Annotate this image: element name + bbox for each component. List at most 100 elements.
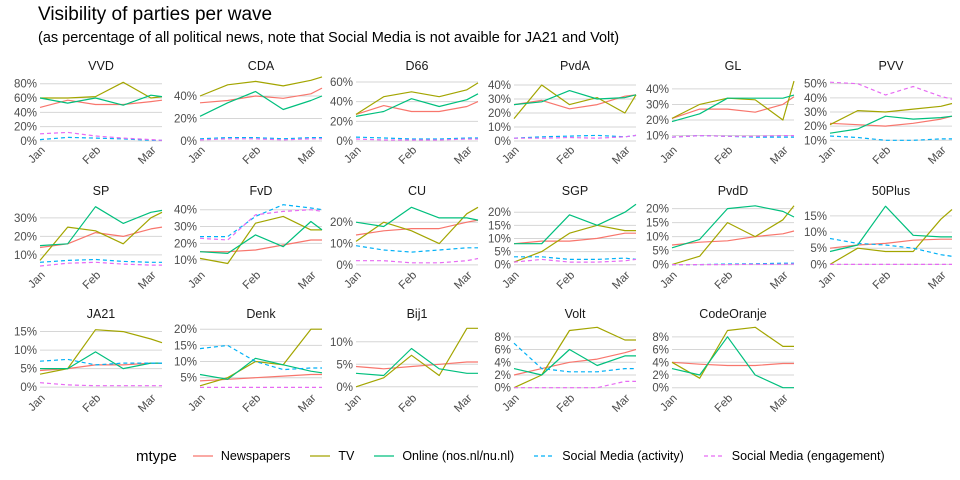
legend-key	[192, 455, 213, 457]
y-tick-label: 6%	[652, 345, 669, 357]
y-tick-label: 15%	[174, 340, 197, 352]
x-tick-label: Mar	[136, 269, 159, 292]
facet-bij1: Bij1 0% 5% 10% Jan Feb Mar	[330, 307, 478, 415]
y-tick-label: 20%	[488, 108, 511, 120]
series-line-tv	[40, 81, 163, 99]
series-line-online-nos-nl-nu-nl	[39, 206, 163, 247]
x-tick-label: Jan	[342, 392, 364, 414]
y-tick-label: 40%	[646, 84, 669, 96]
y-tick-label: 10%	[646, 232, 669, 244]
series-line-tv	[513, 326, 636, 389]
series-line-tv	[829, 102, 953, 126]
x-tick-label: Feb	[555, 144, 578, 167]
legend-label: Social Media (engagement)	[731, 449, 885, 463]
x-tick-label: Feb	[241, 144, 264, 167]
y-tick-label: 10%	[488, 233, 511, 245]
series-line-tv	[355, 327, 478, 388]
y-tick-label: 0%	[336, 136, 353, 148]
facet-title: CodeOranje	[699, 307, 766, 321]
legend-item: TV	[308, 449, 354, 463]
series-line-social-media-engagement	[39, 131, 163, 141]
series-line-tv	[671, 205, 795, 266]
x-tick-label: Feb	[81, 144, 104, 167]
x-tick-label: Mar	[610, 144, 633, 167]
series-line-tv	[671, 326, 794, 379]
series-line-tv	[355, 82, 479, 115]
x-tick-label: Mar	[610, 269, 633, 292]
x-tick-label: Feb	[713, 392, 736, 415]
facet-title: PvdD	[718, 184, 749, 198]
x-tick-label: Feb	[81, 392, 104, 415]
series-line-online-nos-nl-nu-nl	[513, 348, 636, 376]
series-line-social-media-activity	[199, 137, 322, 140]
y-tick-label: 30%	[488, 94, 511, 106]
series-line-social-media-activity	[39, 358, 162, 366]
series-line-social-media-activity	[355, 245, 478, 253]
y-tick-label: 20%	[330, 217, 353, 229]
series-line-social-media-engagement	[671, 135, 794, 138]
y-tick-label: 0%	[652, 383, 669, 395]
x-tick-label: Feb	[871, 269, 894, 292]
y-tick-label: 5%	[494, 247, 511, 259]
y-tick-label: 15%	[646, 218, 669, 230]
series-line-tv	[199, 215, 322, 265]
legend-label: TV	[338, 449, 355, 463]
series-line-social-media-activity	[513, 134, 637, 139]
facet-pvdd: PvdD 0% 5% 10% 15% 20% Jan Feb Mar	[646, 184, 795, 292]
series-line-social-media-engagement	[39, 261, 162, 267]
series-line-newspapers	[200, 239, 322, 253]
series-line-social-media-activity	[829, 135, 952, 141]
series-line-tv	[39, 329, 163, 375]
y-tick-label: 4%	[652, 357, 669, 369]
x-tick-label: Mar	[296, 144, 319, 167]
chart-title: Visibility of parties per wave	[38, 4, 273, 25]
series-line-social-media-engagement	[356, 257, 479, 264]
series-line-social-media-activity	[513, 342, 636, 373]
y-tick-label: 5%	[810, 243, 827, 255]
series-line-social-media-activity	[514, 256, 637, 260]
x-tick-label: Feb	[713, 269, 736, 292]
y-tick-label: 20%	[14, 122, 37, 134]
y-tick-label: 60%	[14, 93, 37, 105]
series-line-social-media-activity	[200, 204, 323, 238]
y-tick-label: 2%	[652, 370, 669, 382]
series-line-social-media-engagement	[199, 209, 323, 241]
legend-key	[703, 455, 724, 457]
facet-sgp: SGP 0%5% 10%15%20% Jan Feb Mar	[488, 184, 637, 292]
series-line-newspapers	[671, 230, 795, 246]
y-tick-label: 20%	[14, 231, 37, 243]
series-line-tv	[513, 84, 637, 119]
y-tick-label: 40%	[330, 97, 353, 109]
legend-item: Social Media (activity)	[532, 449, 684, 463]
x-tick-label: Feb	[397, 269, 420, 292]
chart-subtitle: (as percentage of all political news, no…	[38, 30, 620, 46]
y-tick-label: 15%	[804, 211, 827, 223]
x-tick-label: Jan	[186, 392, 208, 414]
series-line-newspapers	[355, 361, 478, 370]
series-line-online-nos-nl-nu-nl	[671, 336, 794, 389]
facet-codeoranje: CodeOranje 0%2%4%6%8% Jan Feb Mar	[652, 307, 794, 415]
y-tick-label: 5%	[652, 246, 669, 258]
facet-title: Volt	[565, 307, 586, 321]
facet-title: PvdA	[560, 59, 591, 73]
x-tick-label: Feb	[555, 269, 578, 292]
x-tick-label: Feb	[713, 144, 736, 167]
legend-label: Online (nos.nl/nu.nl)	[402, 449, 515, 463]
facet-volt: Volt 0%2%4%6%8% Jan Feb Mar	[494, 307, 637, 415]
series-line-social-media-engagement	[355, 138, 478, 141]
y-tick-label: 20%	[174, 324, 197, 336]
series-line-newspapers	[355, 101, 479, 115]
facet-pvv: PVV 10% 20% 30% 40% 50% Jan Feb Mar	[804, 59, 953, 167]
x-tick-label: Mar	[768, 269, 791, 292]
facet-sp: SP 10% 20% 30% Jan Feb Mar	[14, 184, 163, 292]
series-line-online-nos-nl-nu-nl	[671, 205, 795, 249]
facet-title: JA21	[87, 307, 116, 321]
series-line-newspapers	[671, 96, 795, 119]
series-line-online-nos-nl-nu-nl	[355, 93, 479, 117]
x-tick-label: Feb	[555, 392, 578, 415]
y-tick-label: 40%	[804, 93, 827, 105]
y-tick-label: 20%	[174, 114, 197, 126]
